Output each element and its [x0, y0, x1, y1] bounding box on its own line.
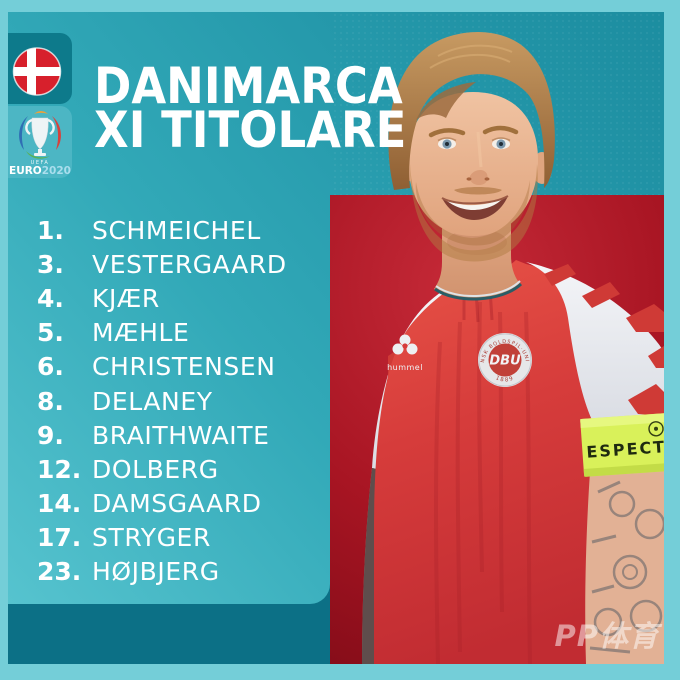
player-name: BRAITHWAITE [92, 420, 270, 450]
player-number: 3. [37, 249, 64, 279]
lineup-row: 4. KJÆR [37, 281, 287, 315]
player-number: 8. [37, 386, 64, 416]
lineup-row: 9. BRAITHWAITE [37, 418, 287, 452]
denmark-flag-badge [8, 33, 72, 104]
player-name: DAMSGAARD [92, 489, 262, 519]
eyebrow-right [482, 125, 519, 135]
uefa-roundel-icon [648, 421, 664, 437]
crest-arc-bottom: 1889 [495, 375, 514, 383]
player-name: KJÆR [92, 283, 160, 313]
lineup-row: 8. DELANEY [37, 384, 287, 418]
euro2020-trophy-icon: UEFA EURO2020 [9, 111, 71, 177]
poster-background: ESPECT [8, 12, 664, 664]
player-name: DOLBERG [92, 454, 219, 484]
crest-initials: DBU [489, 354, 521, 369]
player-left-forearm [585, 442, 664, 664]
lineup-row: 6. CHRISTENSEN [37, 350, 287, 384]
jersey-collar [434, 280, 523, 301]
euro-year: 2020 [42, 165, 71, 177]
player-photo: ESPECT [330, 12, 664, 664]
player-number: 1. [37, 215, 64, 245]
player-number: 9. [37, 420, 64, 450]
player-name: HØJBJERG [92, 557, 220, 587]
hair [388, 32, 555, 190]
respect-armband: ESPECT [580, 412, 664, 477]
player-name: DELANEY [92, 386, 213, 416]
svg-text:1889: 1889 [495, 375, 516, 383]
player-head [388, 32, 555, 262]
player-number: 5. [37, 318, 64, 348]
jersey-texture [434, 301, 532, 664]
euro-wordmark: EURO [9, 165, 42, 177]
player-name: VESTERGAARD [92, 249, 287, 279]
player-name: MÆHLE [92, 318, 190, 348]
player-number: 12. [37, 454, 82, 484]
lineup-row: 1. SCHMEICHEL [37, 213, 287, 247]
player-left-sleeve [526, 262, 664, 430]
lineup-row: 14. DAMSGAARD [37, 487, 287, 521]
euro2020-badge: UEFA EURO2020 [8, 106, 72, 178]
page-title: DANIMARCA XI TITOLARE [94, 57, 407, 159]
lineup-row: 12. DOLBERG [37, 452, 287, 486]
title-line-2: XI TITOLARE [94, 101, 407, 159]
eyebrow-left [428, 128, 466, 138]
player-number: 17. [37, 523, 82, 553]
player-name: SCHMEICHEL [92, 215, 261, 245]
uefa-label: UEFA [31, 160, 50, 166]
svg-text:EURO2020: EURO2020 [9, 165, 71, 177]
mouth [441, 195, 509, 220]
lineup-row: 3. VESTERGAARD [37, 247, 287, 281]
lineup-row: 17. STRYGER [37, 521, 287, 555]
pp-sports-watermark: PP体育 [554, 619, 659, 653]
player-illustration: ESPECT [362, 32, 664, 664]
player-number: 4. [37, 283, 64, 313]
player-number: 6. [37, 352, 64, 382]
dbu-crest: DANSK BOLDSPIL·UNION 1889 DBU [478, 333, 532, 387]
player-number: 23. [37, 557, 82, 587]
lineup-list: 1. SCHMEICHEL 3. VESTERGAARD 4. KJÆR 5. … [37, 213, 287, 589]
eyes [437, 137, 511, 150]
nose [466, 131, 490, 185]
player-name: CHRISTENSEN [92, 352, 276, 382]
hummel-logo-icon: hummel [387, 334, 423, 372]
lineup-row: 23. HØJBJERG [37, 555, 287, 589]
tattoo-sleeve-right [589, 480, 664, 654]
player-number: 14. [37, 489, 82, 519]
mustache [454, 187, 502, 195]
hummel-wordmark: hummel [387, 363, 423, 372]
player-name: STRYGER [92, 523, 211, 553]
lineup-row: 5. MÆHLE [37, 316, 287, 350]
denmark-flag-icon [12, 47, 62, 96]
title-line-1: DANIMARCA [94, 57, 403, 115]
